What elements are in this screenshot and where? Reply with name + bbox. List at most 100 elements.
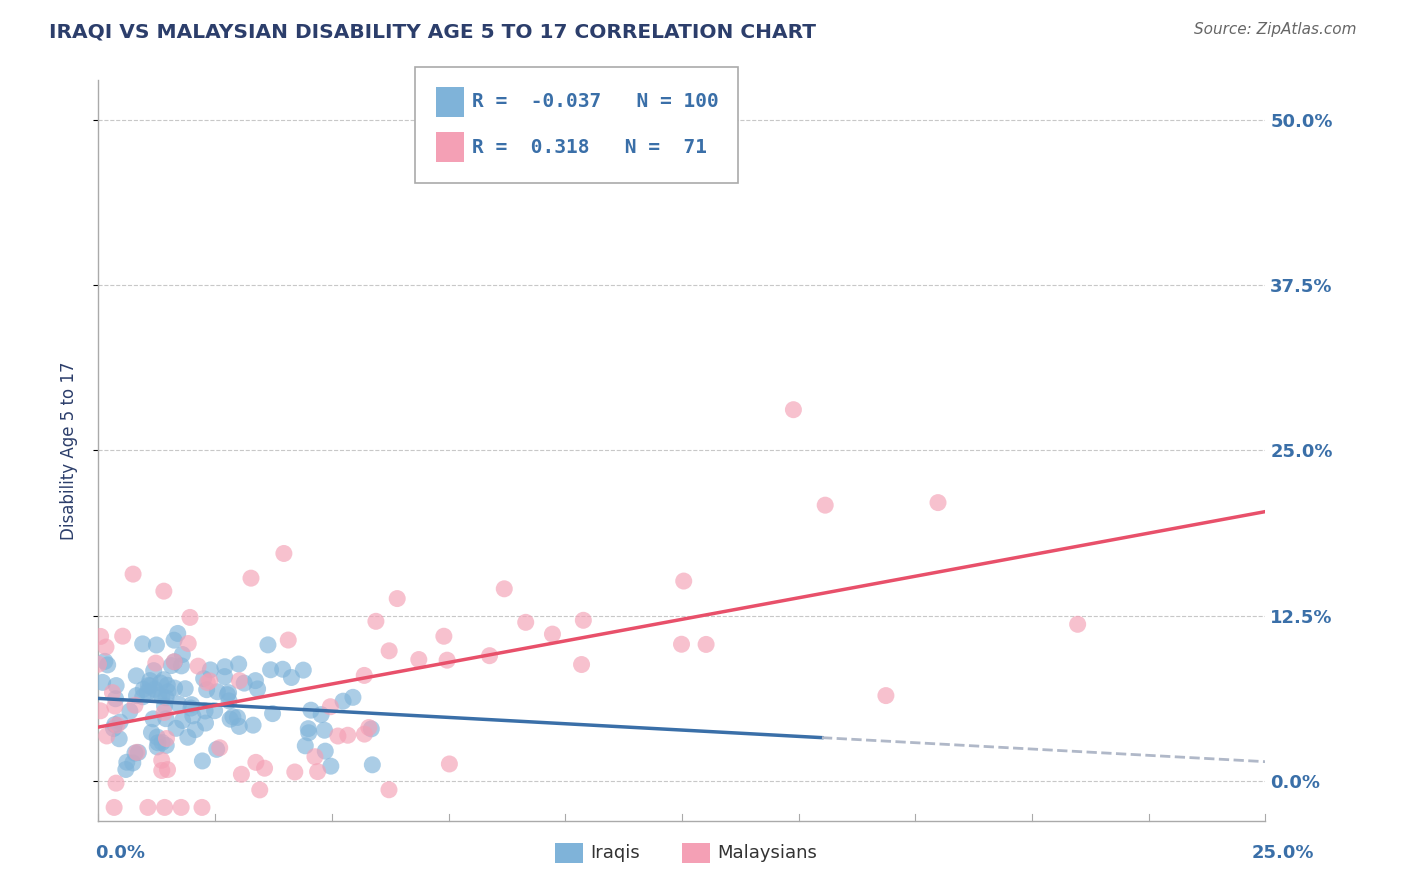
Point [277,633,299,648]
Point [90,629,112,643]
Point [163,633,186,648]
Point [155,739,177,753]
Point [174,681,197,696]
Point [571,657,593,672]
Point [319,699,342,714]
Point [782,402,804,417]
Point [204,704,226,718]
Point [115,756,138,770]
Point [233,676,256,690]
Point [132,682,155,697]
Point [94,640,117,654]
Point [231,767,253,781]
Point [572,613,595,627]
Point [294,739,316,753]
Point [218,685,240,699]
Point [408,652,430,666]
Point [153,698,176,713]
Point [111,629,134,643]
Point [222,710,245,724]
Point [228,673,250,688]
Point [240,571,263,585]
Point [179,610,201,624]
Point [246,681,269,696]
Point [228,719,250,733]
Point [297,722,319,736]
Point [143,682,166,697]
Point [304,749,326,764]
Point [125,745,148,759]
Point [181,709,204,723]
Point [195,675,218,690]
Point [146,739,169,754]
Point [108,731,131,746]
Point [314,723,336,738]
Point [326,729,349,743]
Point [172,714,194,728]
Point [191,800,214,814]
Point [150,735,173,749]
Point [314,744,336,758]
Point [105,718,128,732]
Point [141,725,163,739]
Point [91,675,114,690]
Point [433,629,456,643]
Point [160,658,183,673]
Point [108,714,131,729]
Point [198,673,221,688]
Point [336,728,359,742]
Point [138,679,160,693]
Point [156,763,179,777]
Point [149,676,172,690]
Point [153,800,176,814]
Point [200,663,222,677]
Point [439,756,461,771]
Point [97,657,120,672]
Point [515,615,537,630]
Point [298,725,321,739]
Point [89,704,111,718]
Point [194,704,217,718]
Point [284,764,307,779]
Point [332,694,354,708]
Point [170,800,193,814]
Point [927,495,949,509]
Point [541,627,564,641]
Point [242,718,264,732]
Point [353,668,375,682]
Point [105,679,128,693]
Point [217,688,239,702]
Point [163,655,186,669]
Text: 25.0%: 25.0% [1253,844,1315,862]
Point [361,757,384,772]
Point [360,722,382,736]
Point [145,638,167,652]
Point [136,800,159,814]
Point [184,723,207,737]
Point [378,644,401,658]
Point [87,657,110,672]
Point [191,754,214,768]
Point [319,759,342,773]
Point [152,673,174,687]
Point [494,582,516,596]
Point [155,690,177,705]
Point [172,648,194,662]
Point [219,712,242,726]
Point [153,706,176,720]
Point [96,729,118,743]
Point [364,615,387,629]
Point [142,712,165,726]
Text: R =  0.318   N =  71: R = 0.318 N = 71 [472,137,707,157]
Text: R =  -0.037   N = 100: R = -0.037 N = 100 [472,92,718,112]
Point [671,637,693,651]
Point [177,636,200,650]
Text: Malaysians: Malaysians [717,844,817,862]
Point [299,703,322,717]
Point [253,761,276,775]
Point [104,691,127,706]
Point [139,673,162,688]
Text: Source: ZipAtlas.com: Source: ZipAtlas.com [1194,22,1357,37]
Point [167,697,190,711]
Point [280,671,302,685]
